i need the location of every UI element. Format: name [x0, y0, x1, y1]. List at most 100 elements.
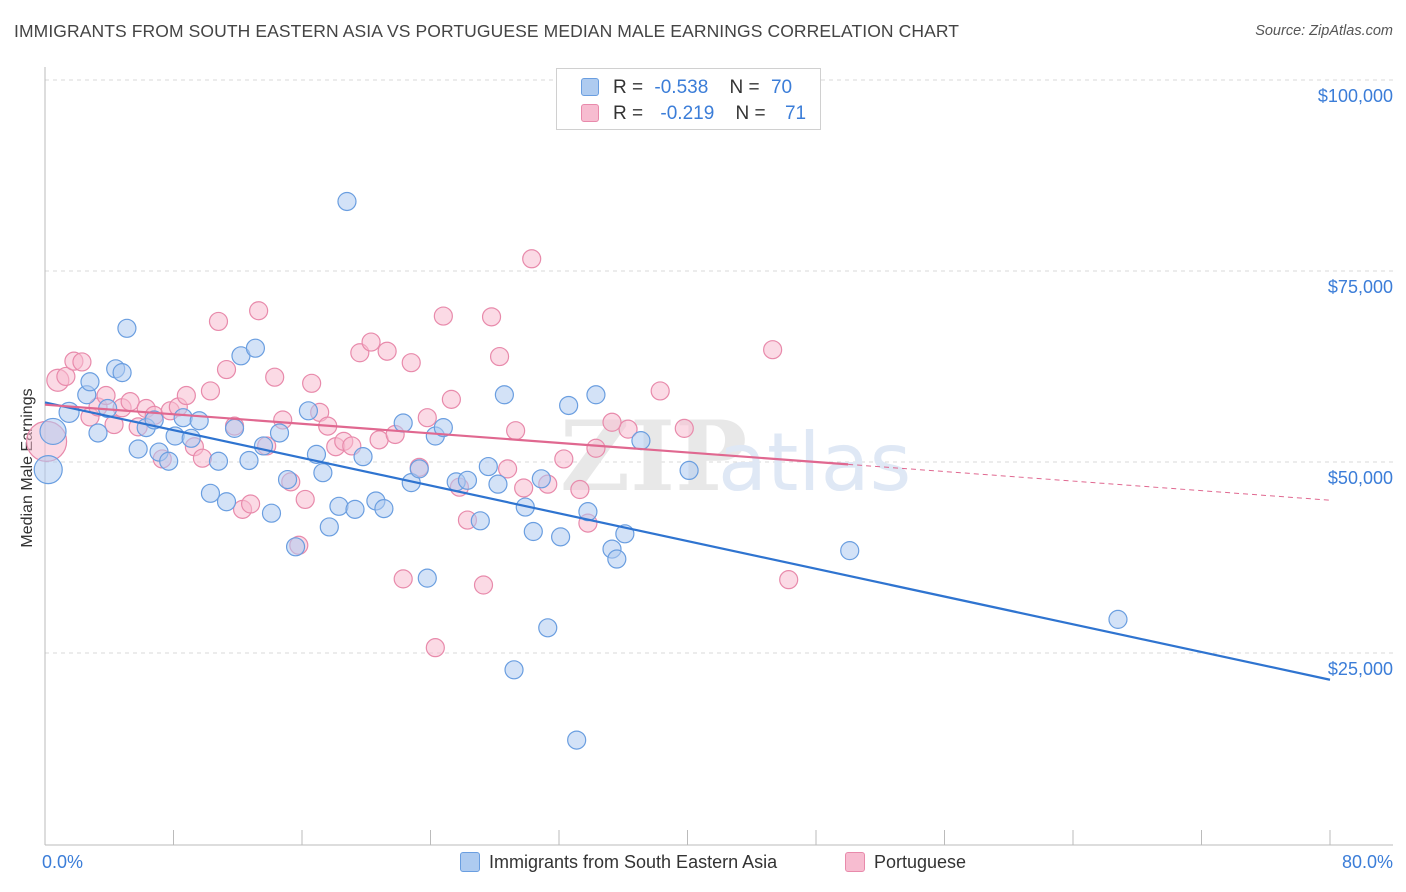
- sea-point: [313, 463, 333, 483]
- portuguese-point: [295, 489, 315, 510]
- portuguese-swatch: [581, 104, 599, 122]
- sea-point: [478, 456, 498, 477]
- portuguese-point: [302, 373, 322, 393]
- sea-point: [200, 483, 221, 503]
- chart-title: IMMIGRANTS FROM SOUTH EASTERN ASIA VS PO…: [14, 21, 960, 41]
- sea-point: [559, 395, 579, 416]
- sea-point: [433, 418, 453, 438]
- portuguese-point: [200, 381, 221, 401]
- sea-point: [285, 537, 306, 557]
- portuguese-point: [650, 381, 670, 401]
- portuguese-point: [56, 366, 76, 387]
- portuguese-point: [586, 438, 606, 458]
- sea-point: [245, 338, 266, 358]
- sea-point: [33, 455, 63, 485]
- y-tick-label: $75,000: [1327, 277, 1393, 297]
- portuguese-point: [473, 575, 494, 595]
- portuguese-point: [514, 478, 534, 498]
- sea-point: [80, 372, 100, 392]
- portuguese-point: [674, 418, 694, 438]
- sea-point: [269, 423, 290, 443]
- sea-point: [523, 521, 543, 542]
- sea-point: [329, 496, 349, 516]
- sea-point: [551, 527, 571, 547]
- sea-point: [488, 474, 508, 494]
- y-tick-label: $25,000: [1327, 659, 1393, 679]
- sea-point: [253, 436, 274, 456]
- r-label: R =: [613, 77, 644, 98]
- sea-point: [277, 469, 298, 490]
- sea-point: [457, 470, 478, 490]
- sea-point: [189, 411, 209, 431]
- sea-point: [39, 417, 67, 446]
- sea-point: [531, 469, 551, 489]
- sea-point: [88, 423, 108, 443]
- portuguese-point: [377, 341, 397, 361]
- portuguese-r-value: -0.219: [660, 103, 715, 124]
- portuguese-point: [441, 389, 461, 409]
- sea-point: [393, 413, 413, 433]
- portuguese-trend-line-extension: [848, 463, 1331, 501]
- portuguese-point: [72, 352, 92, 372]
- n-label: N =: [735, 103, 766, 124]
- sea-point: [298, 401, 319, 421]
- portuguese-point: [570, 479, 590, 500]
- y-tick-label: $50,000: [1327, 468, 1393, 488]
- sea-point: [409, 459, 429, 479]
- portuguese-point: [489, 346, 510, 367]
- sea-point: [504, 660, 524, 680]
- portuguese-point: [554, 449, 574, 469]
- r-label: R =: [613, 103, 644, 124]
- sea-point: [374, 499, 394, 519]
- y-tick-label: $100,000: [1317, 86, 1393, 106]
- gridlines: [45, 79, 1393, 654]
- bottom-legend-sea[interactable]: Immigrants from South Eastern Asia: [460, 852, 777, 873]
- portuguese-n-value: 71: [784, 103, 807, 124]
- portuguese-point: [481, 307, 502, 327]
- sea-point: [112, 363, 132, 383]
- x-tick-max: 80.0%: [1341, 852, 1393, 872]
- sea-r-value: -0.538: [654, 77, 709, 98]
- sea-trend-line: [44, 401, 1331, 681]
- sea-point: [224, 418, 245, 438]
- sea-point: [567, 730, 587, 750]
- sea-point: [337, 191, 357, 212]
- sea-point: [353, 447, 373, 467]
- source-label: Source: ZipAtlas.com: [1255, 23, 1393, 39]
- portuguese-point: [265, 367, 285, 387]
- portuguese-legend-swatch: [845, 852, 865, 872]
- portuguese-point: [498, 459, 518, 479]
- sea-point: [159, 451, 179, 471]
- sea-point: [306, 444, 327, 464]
- sea-point: [345, 499, 365, 519]
- sea-point: [128, 439, 148, 459]
- sea-point: [117, 318, 137, 338]
- portuguese-point: [216, 359, 237, 380]
- portuguese-point: [506, 421, 526, 441]
- trend-lines: [44, 401, 1331, 681]
- bottom-legend-portuguese[interactable]: Portuguese: [845, 852, 966, 873]
- sea-point: [586, 385, 606, 405]
- sea-swatch: [581, 78, 599, 96]
- portuguese-point: [120, 392, 140, 412]
- correlation-legend: R = -0.538 N = 70 R = -0.219 N = 71: [556, 68, 821, 130]
- portuguese-point: [361, 332, 381, 352]
- sea-point: [494, 385, 514, 405]
- portuguese-point: [393, 569, 413, 589]
- portuguese-point: [602, 412, 622, 432]
- portuguese-point: [401, 353, 421, 373]
- portuguese-point: [192, 448, 213, 468]
- sea-legend-label: Immigrants from South Eastern Asia: [489, 852, 778, 872]
- portuguese-point: [249, 301, 269, 321]
- x-tick-min: 0.0%: [42, 852, 84, 872]
- sea-point: [261, 503, 282, 523]
- n-label: N =: [729, 77, 760, 98]
- portuguese-point: [618, 419, 638, 439]
- sea-point: [679, 460, 699, 481]
- sea-point: [840, 541, 860, 561]
- portuguese-point: [417, 408, 437, 428]
- portuguese-point: [522, 249, 542, 269]
- portuguese-point: [176, 385, 196, 406]
- sea-point: [239, 450, 259, 471]
